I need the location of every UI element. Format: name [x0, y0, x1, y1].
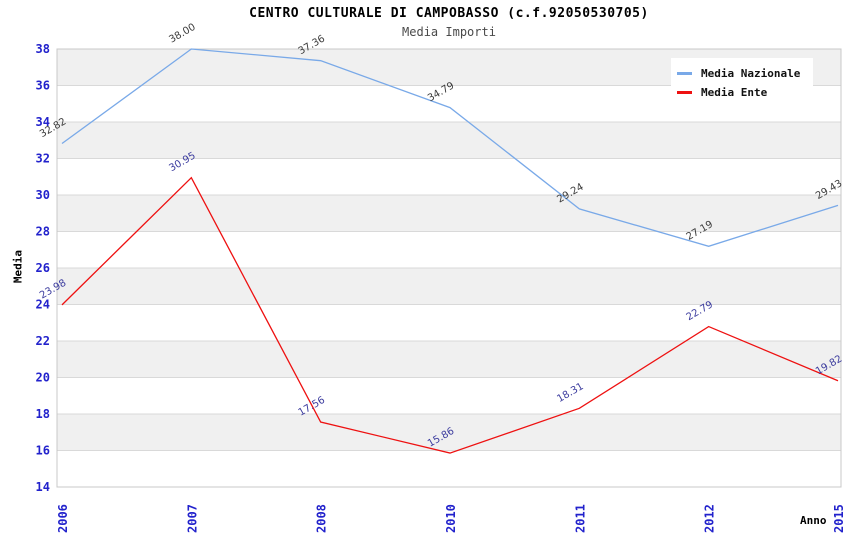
plot-band — [57, 341, 841, 378]
series-line-media-nazionale — [61, 48, 839, 247]
legend-item-media-ente: Media Ente — [677, 83, 807, 102]
plot-band — [57, 377, 841, 414]
series-line-media-ente — [61, 176, 839, 454]
legend-label: Media Nazionale — [701, 67, 801, 80]
x-tick-label: 2012 — [703, 504, 717, 533]
y-tick-label: 24 — [36, 298, 50, 312]
y-tick-label: 38 — [36, 42, 50, 56]
y-tick-label: 22 — [36, 334, 50, 348]
legend-item-media-nazionale: Media Nazionale — [677, 64, 807, 83]
legend: Media Nazionale Media Ente — [671, 58, 813, 106]
plot-band — [57, 231, 841, 268]
plot-border — [56, 48, 842, 488]
plot-band — [57, 122, 841, 159]
plot-band — [57, 304, 841, 341]
x-tick-label: 2006 — [56, 504, 70, 533]
y-tick-label: 18 — [36, 407, 50, 421]
x-tick-label: 2015 — [832, 504, 846, 533]
x-tick-label: 2011 — [573, 504, 587, 533]
x-tick-label: 2010 — [444, 504, 458, 533]
y-tick-label: 32 — [36, 152, 50, 166]
plot-band — [57, 414, 841, 451]
y-tick-label: 34 — [36, 115, 50, 129]
y-tick-label: 30 — [36, 188, 50, 202]
legend-line-swatch-blue-icon — [677, 72, 692, 75]
y-tick-label: 28 — [36, 225, 50, 239]
y-tick-label: 20 — [36, 371, 50, 385]
y-axis-title: Media — [11, 249, 25, 284]
x-axis-title: Anno — [800, 514, 827, 527]
plot-band — [57, 268, 841, 305]
x-tick-label: 2008 — [315, 504, 329, 533]
y-tick-label: 36 — [36, 79, 50, 93]
y-tick-label: 26 — [36, 261, 50, 275]
y-tick-label: 14 — [36, 480, 50, 494]
chart-subtitle: Media Importi — [402, 25, 496, 39]
legend-line-swatch-red-icon — [677, 91, 692, 94]
plot-band — [57, 450, 841, 487]
plot-band — [57, 158, 841, 195]
legend-label: Media Ente — [701, 86, 768, 99]
chart-title: CENTRO CULTURALE DI CAMPOBASSO (c.f.9205… — [249, 6, 649, 21]
y-tick-label: 16 — [36, 444, 50, 458]
plot-band — [57, 195, 841, 232]
x-tick-label: 2007 — [185, 504, 199, 533]
